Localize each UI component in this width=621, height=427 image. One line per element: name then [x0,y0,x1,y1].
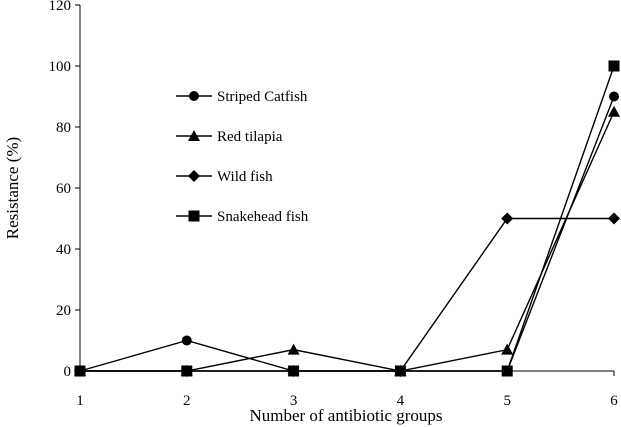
marker-diamond [501,212,514,225]
y-tick-label: 60 [56,181,71,197]
marker-triangle [608,105,620,117]
series-line [80,111,615,372]
marker-circle [609,91,619,102]
marker-square [501,365,513,377]
legend-item: Red tilapia [176,129,283,145]
legend-label: Snakehead fish [217,209,309,225]
x-tick-label: 4 [397,393,405,409]
legend: Striped Catfish Red tilapia Wild fish Snake… [176,89,309,225]
marker-triangle [188,130,200,141]
series-striped-catfish [75,91,619,376]
marker-diamond [608,212,620,225]
y-tick-label: 20 [56,303,71,319]
marker-triangle [501,343,514,355]
x-tick-label: 3 [290,393,298,409]
marker-diamond [188,170,200,182]
marker-square [394,365,406,377]
legend-label: Striped Catfish [217,89,308,105]
x-axis-title: Number of antibiotic groups [249,406,442,425]
series-wild-fish [74,212,620,377]
y-tick-label: 40 [56,242,71,258]
y-tick-label: 0 [64,364,72,380]
marker-square [288,365,300,377]
marker-square [188,210,200,222]
series-layer [74,60,620,377]
x-tick-label: 1 [76,393,84,409]
legend-item: Wild fish [176,169,273,185]
series-snakehead-fish [74,60,620,377]
marker-square [74,365,86,377]
y-axis-ticks: 0 20 40 60 80 100 120 [49,0,80,380]
x-tick-label: 5 [503,393,511,409]
legend-label: Wild fish [217,169,273,185]
y-tick-label: 120 [49,0,72,14]
y-tick-label: 100 [49,59,72,75]
axes [79,5,614,372]
y-axis-title: Resistance (%) [3,137,22,239]
marker-square [608,60,620,72]
legend-item: Snakehead fish [176,209,309,225]
x-axis-ticks: 1 2 3 4 5 6 [76,371,618,409]
marker-triangle [287,343,300,355]
legend-label: Red tilapia [217,129,283,145]
legend-item: Striped Catfish [176,89,308,105]
y-tick-label: 80 [56,120,71,136]
x-tick-label: 6 [610,393,618,409]
series-line [80,65,615,372]
x-tick-label: 2 [183,393,191,409]
series-red-tilapia [74,105,620,376]
marker-circle [181,335,192,346]
marker-circle [189,91,199,101]
series-line [79,96,615,372]
marker-square [181,365,193,377]
